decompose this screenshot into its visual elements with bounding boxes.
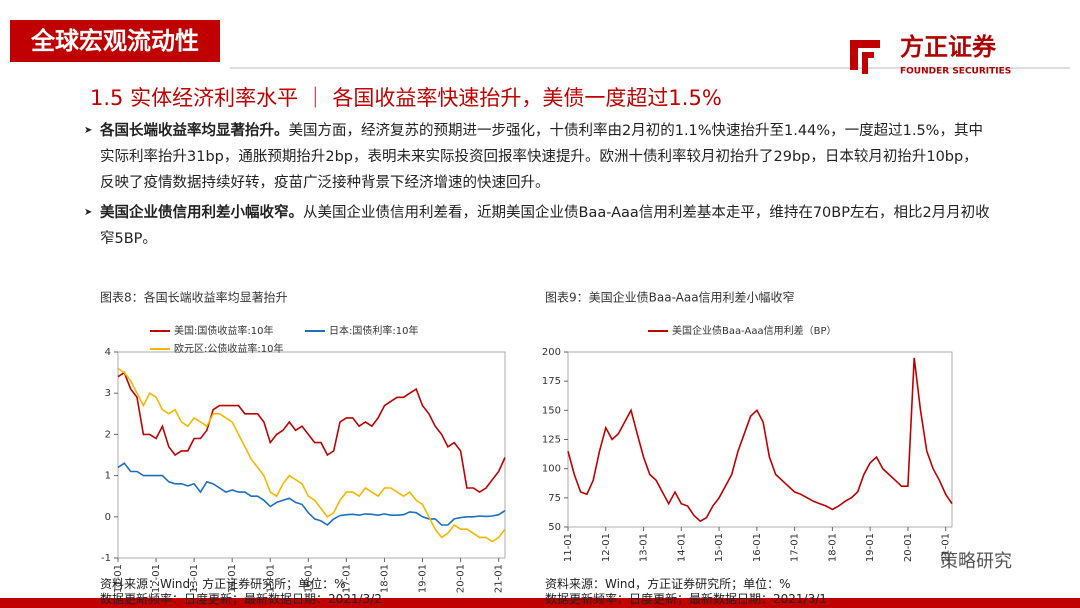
x-tick-label: 16-01 bbox=[303, 564, 314, 593]
x-tick-label: 20-01 bbox=[456, 564, 467, 593]
bullet-bold: 各国长端收益率均显著抬升。 bbox=[100, 123, 289, 139]
x-tick-label: 21-01 bbox=[494, 564, 505, 593]
x-tick-label: 21-01 bbox=[941, 533, 952, 562]
legend-label: 美国企业债Baa-Aaa信用利差（BP） bbox=[672, 324, 837, 337]
y-tick-label: 100 bbox=[542, 464, 561, 475]
x-tick-label: 20-01 bbox=[903, 533, 914, 562]
y-tick-label: 3 bbox=[105, 388, 111, 399]
y-tick-label: 4 bbox=[105, 347, 111, 358]
source-note: 数据更新频率：日度更新；最新数据日期：2021/3/1 bbox=[545, 591, 827, 606]
y-tick-label: 200 bbox=[542, 347, 561, 358]
x-tick-label: 17-01 bbox=[341, 564, 352, 593]
x-tick-label: 16-01 bbox=[752, 533, 763, 562]
x-tick-label: 17-01 bbox=[790, 533, 801, 562]
y-tick-label: 0 bbox=[105, 512, 111, 523]
x-tick-label: 19-01 bbox=[418, 564, 429, 593]
x-tick-label: 11-01 bbox=[113, 564, 124, 593]
y-tick-label: 50 bbox=[548, 522, 561, 533]
source-note: 数据更新频率：日度更新；最新数据日期：2021/3/2 bbox=[100, 591, 382, 606]
bullet: ➤ 美国企业债信用利差小幅收窄。从美国企业债信用利差看，近期美国企业债Baa-Aa… bbox=[84, 205, 990, 247]
logo-mark bbox=[850, 40, 880, 70]
x-tick-label: 19-01 bbox=[865, 533, 876, 562]
y-tick-label: 2 bbox=[105, 429, 111, 440]
source-note: 资料来源：Wind，方正证券研究所；单位：% bbox=[545, 576, 791, 591]
y-tick-label: -1 bbox=[101, 553, 111, 564]
legend-label: 欧元区:公债收益率:10年 bbox=[174, 342, 283, 355]
x-tick-label: 15-01 bbox=[714, 533, 725, 562]
logo: 方正证券 FOUNDER SECURITIES bbox=[850, 33, 1011, 77]
x-tick-label: 14-01 bbox=[676, 533, 687, 562]
x-tick-label: 12-01 bbox=[151, 564, 162, 593]
y-tick-label: 1 bbox=[105, 471, 111, 482]
y-tick-label: 75 bbox=[548, 493, 561, 504]
bullet-text: 美国方面，经济复苏的预期进一步强化，十债利率由2月初的1.1%快速抬升至1.44… bbox=[100, 123, 983, 191]
series-line bbox=[117, 462, 506, 527]
legend-label: 日本:国债利率:10年 bbox=[329, 324, 418, 337]
plot-frame bbox=[567, 351, 953, 528]
series-line bbox=[117, 371, 506, 494]
footer-band bbox=[0, 598, 1080, 608]
source-note: 资料来源：Wind，方正证券研究所；单位：% bbox=[100, 576, 346, 591]
x-tick-label: 11-01 bbox=[563, 533, 574, 562]
logo-en: FOUNDER SECURITIES bbox=[900, 67, 1011, 77]
x-tick-label: 18-01 bbox=[379, 564, 390, 593]
watermark: 策略研究 bbox=[940, 551, 1012, 572]
bullet-bold: 美国企业债信用利差小幅收窄。 bbox=[100, 205, 303, 221]
x-tick-label: 13-01 bbox=[189, 564, 200, 593]
logo-cn: 方正证券 bbox=[900, 33, 997, 61]
chart-title: 图表9：美国企业债Baa-Aaa信用利差小幅收窄 bbox=[545, 290, 795, 305]
section-label: 全球宏观流动性 bbox=[10, 20, 220, 62]
x-tick-label: 15-01 bbox=[265, 564, 276, 593]
x-tick-label: 18-01 bbox=[827, 533, 838, 562]
logo-mark bbox=[862, 52, 874, 74]
x-tick-label: 13-01 bbox=[639, 533, 650, 562]
plot-frame bbox=[117, 351, 506, 559]
y-tick-label: 150 bbox=[542, 405, 561, 416]
y-tick-label: 125 bbox=[542, 435, 561, 446]
x-tick-label: 14-01 bbox=[227, 564, 238, 593]
y-tick-label: 175 bbox=[542, 376, 561, 387]
slide-title: 1.5 实体经济利率水平 ｜ 各国收益率快速抬升，美债一度超过1.5% bbox=[90, 86, 722, 110]
legend-label: 美国:国债收益率:10年 bbox=[174, 324, 273, 337]
series-line bbox=[117, 367, 506, 543]
chart-title: 图表8：各国长端收益率均显著抬升 bbox=[100, 290, 288, 305]
x-tick-label: 12-01 bbox=[601, 533, 612, 562]
series-line bbox=[567, 357, 953, 523]
bullet-text: 从美国企业债信用利差看，近期美国企业债Baa-Aaa信用利差基本走平，维持在70… bbox=[100, 205, 990, 247]
bullet: ➤ 各国长端收益率均显著抬升。美国方面，经济复苏的预期进一步强化，十债利率由2月初… bbox=[84, 123, 983, 191]
